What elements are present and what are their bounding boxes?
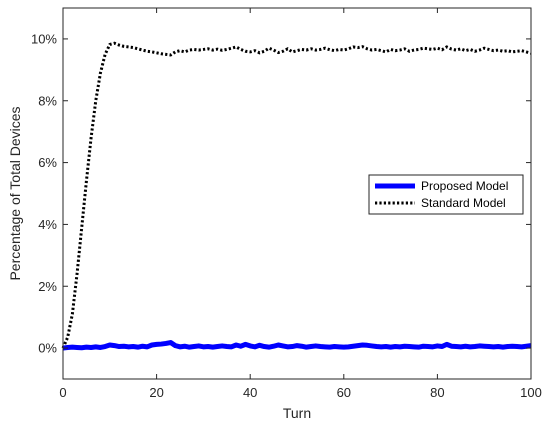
y-tick-label: 2% bbox=[38, 279, 57, 294]
legend-box bbox=[368, 174, 524, 215]
x-axis-ticks: 0 20 40 60 80 100 bbox=[59, 8, 542, 400]
y-tick-label: 8% bbox=[38, 93, 57, 108]
x-tick-label: 80 bbox=[430, 385, 444, 400]
axes-box bbox=[62, 7, 532, 380]
y-tick-label: 4% bbox=[38, 217, 57, 232]
legend-label-proposed-model: Proposed Model bbox=[421, 179, 508, 193]
legend-label-standard-model: Standard Model bbox=[421, 196, 506, 210]
legend: Proposed Model Standard Model bbox=[368, 174, 524, 215]
x-axis-label: Turn bbox=[283, 405, 311, 421]
series-line-proposed-model bbox=[62, 340, 532, 351]
x-tick-label: 20 bbox=[149, 385, 163, 400]
y-tick-label: 0% bbox=[38, 341, 57, 356]
y-tick-label: 10% bbox=[31, 31, 57, 46]
x-tick-label: 40 bbox=[243, 385, 257, 400]
x-tick-label: 100 bbox=[520, 385, 542, 400]
x-tick-label: 0 bbox=[59, 385, 66, 400]
plot-area bbox=[61, 41, 532, 351]
x-tick-label: 60 bbox=[337, 385, 351, 400]
y-tick-label: 6% bbox=[38, 155, 57, 170]
y-axis-ticks: 0% 2% 4% 6% 8% 10% bbox=[31, 31, 531, 356]
y-axis-label: Percentage of Total Devices bbox=[7, 106, 23, 280]
series-line-standard-model bbox=[61, 41, 532, 349]
